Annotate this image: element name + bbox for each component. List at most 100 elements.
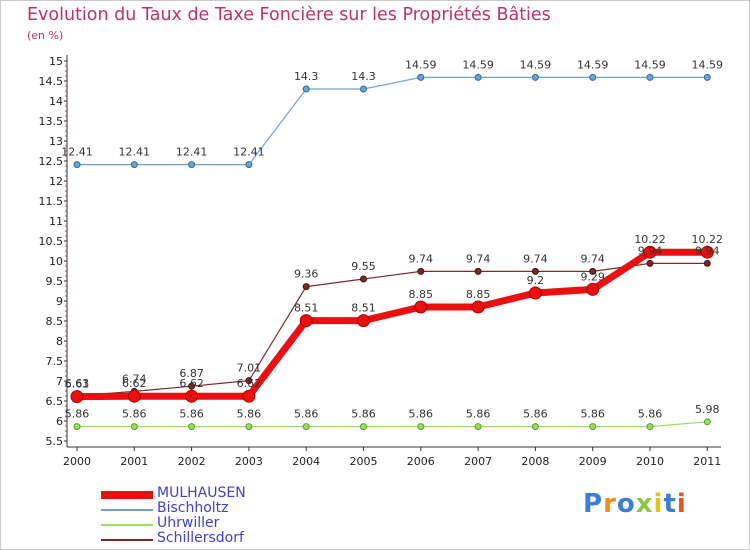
legend-swatch-uhrwiller [101,524,153,526]
data-label-uhrwiller: 5.86 [294,408,319,421]
data-point-bischholtz [245,161,253,169]
x-tick-label: 2001 [120,455,148,468]
data-point-bischholtz [474,73,482,81]
data-label-bischholtz: 12.41 [176,146,208,159]
data-label-mulhausen: 6.62 [237,377,262,390]
x-tick-label: 2005 [350,455,378,468]
series-layer [70,73,714,431]
data-point-bischholtz [130,161,138,169]
legend-label-uhrwiller: Uhrwiller [157,515,220,531]
y-tick-label: 8.5 [46,315,64,328]
y-tick-label: 9 [56,295,63,308]
data-label-schillersdorf: 6.74 [122,372,147,385]
data-label-mulhausen: 10.22 [634,233,666,246]
data-label-uhrwiller: 5.86 [466,408,491,421]
data-label-mulhausen: 6.61 [65,378,90,391]
data-label-schillersdorf: 9.94 [638,244,663,257]
data-point-bischholtz [417,73,425,81]
data-label-bischholtz: 12.41 [61,146,93,159]
data-label-uhrwiller: 5.86 [580,408,605,421]
series-line-uhrwiller [76,421,708,428]
y-tick-label: 8 [56,335,63,348]
data-label-mulhausen: 9.29 [580,270,605,283]
y-tick-label: 11 [49,215,63,228]
data-point-bischholtz [188,161,196,169]
logo-letter: o [616,489,636,519]
x-tick-label: 2009 [579,455,607,468]
data-point-mulhausen [586,282,600,296]
y-tick-label: 11.5 [39,195,64,208]
data-label-schillersdorf: 9.94 [695,244,720,257]
data-label-schillersdorf: 6.87 [179,367,204,380]
data-point-bischholtz [646,73,654,81]
series-line-mulhausen [73,248,711,401]
y-tick-label: 13.5 [39,115,64,128]
unit-label: (en %) [27,29,64,42]
data-label-mulhausen: 8.51 [294,302,319,315]
data-point-schillersdorf [188,382,196,390]
data-label-bischholtz: 14.59 [405,58,437,71]
data-point-mulhausen [185,389,199,403]
series-line-bischholtz [76,76,708,166]
data-label-bischholtz: 14.59 [520,58,552,71]
data-label-mulhausen: 6.62 [179,377,204,390]
data-point-bischholtz [302,85,310,93]
data-point-mulhausen [471,300,485,314]
x-tick-label: 2008 [521,455,549,468]
data-point-schillersdorf [646,259,654,267]
data-point-bischholtz [73,161,81,169]
logo-letter: x [635,489,654,519]
data-label-bischholtz: 14.59 [692,58,724,71]
data-point-mulhausen [127,389,141,403]
data-point-mulhausen [299,314,313,328]
y-tick-label: 12 [49,175,63,188]
data-label-mulhausen: 8.85 [409,288,434,301]
logo-letter: i [653,489,664,519]
y-tick-label: 6 [56,415,63,428]
data-point-schillersdorf [417,267,425,275]
data-point-uhrwiller [589,423,597,431]
data-point-schillersdorf [703,259,711,267]
y-tick-label: 7.5 [46,355,64,368]
data-label-bischholtz: 14.3 [351,70,376,83]
y-tick-label: 10 [49,255,63,268]
data-label-mulhausen: 8.85 [466,288,491,301]
data-label-uhrwiller: 5.86 [237,408,262,421]
data-label-mulhausen: 10.22 [692,233,724,246]
y-tick-label: 13 [49,135,63,148]
legend-swatch-mulhausen [101,491,153,499]
chart-title: Evolution du Taux de Taxe Foncière sur l… [27,5,551,25]
data-point-uhrwiller [646,423,654,431]
x-tick-label: 2006 [407,455,435,468]
data-point-mulhausen [700,245,714,259]
y-tick-label: 5.5 [46,435,64,448]
data-label-schillersdorf: 9.74 [523,252,548,265]
x-tick-label: 2000 [63,455,91,468]
data-label-uhrwiller: 5.86 [638,408,663,421]
data-point-mulhausen [70,390,84,404]
data-label-schillersdorf: 9.74 [466,252,491,265]
data-point-mulhausen [357,314,370,328]
data-point-uhrwiller [188,423,196,431]
x-tick-label: 2003 [235,455,263,468]
data-point-bischholtz [589,73,597,81]
data-label-mulhausen: 6.62 [122,377,147,390]
proxiti-logo: Proxiti [583,489,687,519]
data-point-uhrwiller [360,423,367,431]
data-point-schillersdorf [360,275,367,283]
data-point-schillersdorf [245,377,253,385]
data-label-schillersdorf: 6.63 [65,377,90,390]
y-tick-label: 15 [49,55,63,68]
legend-swatch-bischholtz [101,509,153,511]
y-tick-label: 9.5 [46,275,64,288]
y-tick-label: 12.5 [39,155,64,168]
x-tick-label: 2002 [178,455,206,468]
label-layer: 12.41 12.41 12.41 12.41 14.3 14.3 14.59 14.59 14… [61,58,723,420]
data-point-mulhausen [528,286,542,300]
data-label-uhrwiller: 5.86 [179,408,204,421]
y-tick-label: 7 [56,375,63,388]
data-label-uhrwiller: 5.86 [351,408,376,421]
data-point-schillersdorf [474,267,482,275]
data-point-uhrwiller [73,423,81,431]
